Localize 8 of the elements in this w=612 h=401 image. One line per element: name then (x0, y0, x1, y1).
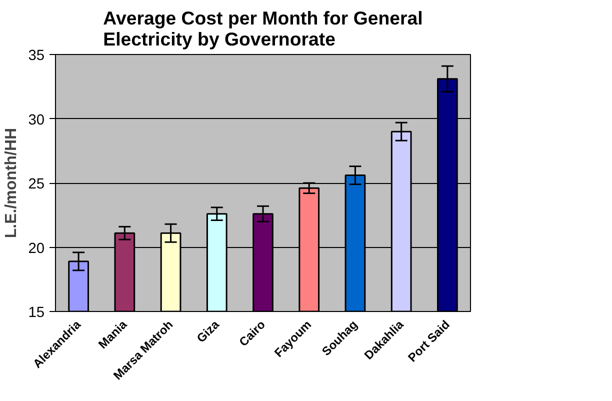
x-tick-label: Giza (194, 317, 222, 346)
y-tick-label: 30 (28, 112, 45, 128)
y-axis-title: L.E./month/HH (3, 128, 20, 238)
y-tick-label: 25 (28, 176, 45, 192)
y-tick-label: 35 (28, 48, 45, 64)
y-tick-label: 15 (28, 305, 45, 321)
chart-title: Average Cost per Month for General Electricity by Governorate (103, 8, 423, 50)
y-tick-label: 20 (28, 240, 45, 257)
